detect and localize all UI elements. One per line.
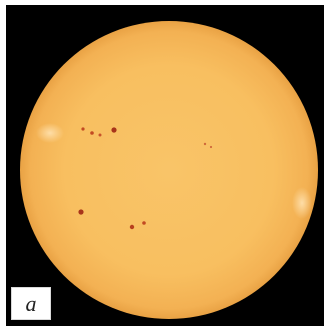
sunspot bbox=[203, 142, 207, 146]
sunspot-group-lower-left bbox=[78, 209, 84, 215]
solar-image-panel: a bbox=[6, 5, 324, 326]
sunspot-group-center-right bbox=[203, 142, 213, 149]
sunspot bbox=[129, 224, 135, 230]
sunspot bbox=[81, 127, 85, 131]
facula-region-left bbox=[36, 123, 64, 143]
solar-disk bbox=[20, 21, 318, 319]
panel-label: a bbox=[11, 287, 51, 320]
panel-label-text: a bbox=[25, 290, 37, 316]
sunspot-group-upper-left bbox=[81, 127, 117, 137]
sunspot bbox=[142, 221, 146, 225]
sunspot bbox=[209, 145, 213, 149]
sunspot bbox=[98, 133, 102, 137]
facula-region-right bbox=[292, 187, 312, 219]
sunspot bbox=[78, 209, 84, 215]
sunspot bbox=[111, 127, 117, 133]
sunspot bbox=[90, 131, 94, 135]
solar-disk-image bbox=[6, 5, 324, 326]
sunspot-group-lower-center bbox=[129, 221, 146, 230]
